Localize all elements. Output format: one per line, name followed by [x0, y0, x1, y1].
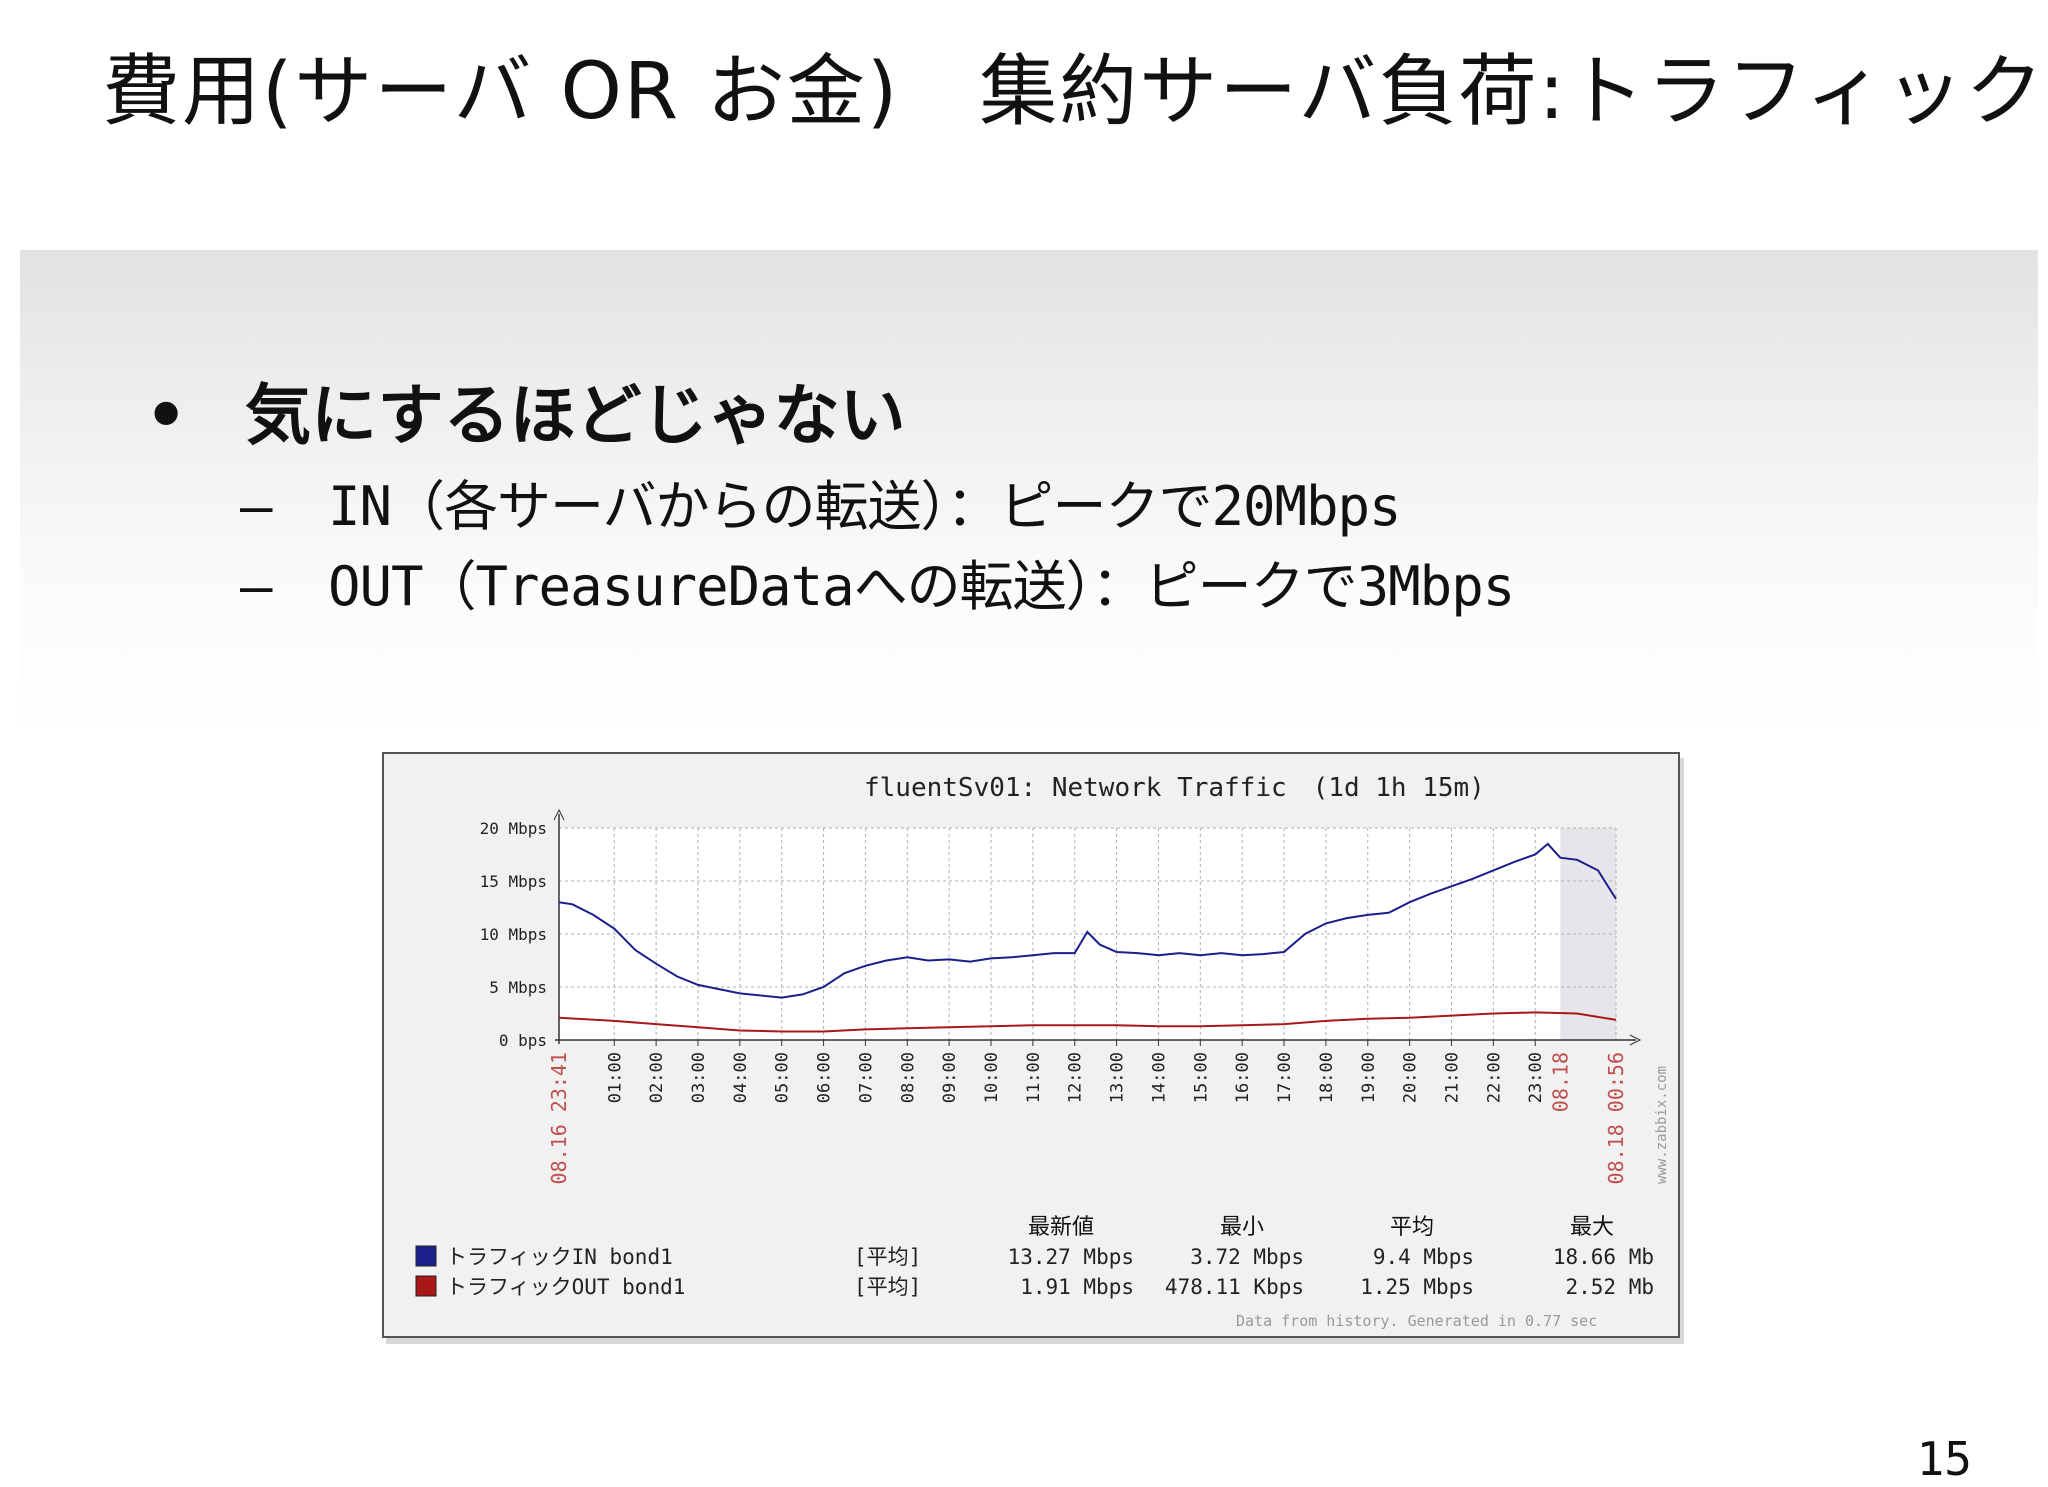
legend-label: トラフィックOUT bond1: [446, 1275, 685, 1299]
sub-item-text: OUT（TreasureDataへの転送）：ピークで3Mbps: [328, 555, 1515, 618]
x-tick-label: 16:00: [1233, 1052, 1253, 1103]
x-tick-label: 10:00: [982, 1052, 1002, 1103]
legend-value: 2.52 Mb: [1565, 1275, 1654, 1299]
x-axis-arrow: [1629, 1034, 1642, 1046]
x-tick-label: 12:00: [1066, 1052, 1086, 1103]
legend-stat: [平均]: [854, 1245, 921, 1269]
x-tick-label: 04:00: [731, 1052, 751, 1103]
y-tick-label: 10 Mbps: [480, 925, 547, 944]
legend-header: 平均: [1390, 1215, 1434, 1240]
legend-value: 478.11 Kbps: [1165, 1275, 1304, 1299]
sub-item-text: IN（各サーバからの転送）：ピークで20Mbps: [328, 475, 1402, 538]
sub-item-out: – OUT（TreasureDataへの転送）：ピークで3Mbps: [240, 542, 1515, 621]
x-tick-label: 14:00: [1149, 1052, 1169, 1103]
bullet-item: • 気にするほどじゃない: [145, 362, 906, 458]
x-tick-label: 18:00: [1317, 1052, 1337, 1103]
legend-label: トラフィックIN bond1: [446, 1245, 673, 1269]
x-tick-label: 08:00: [898, 1052, 918, 1103]
x-tick-label: 19:00: [1359, 1052, 1379, 1103]
legend-value: 9.4 Mbps: [1373, 1245, 1474, 1269]
legend-stat: [平均]: [854, 1275, 921, 1299]
x-tick-label: 11:00: [1024, 1052, 1044, 1103]
y-tick-label: 15 Mbps: [480, 872, 547, 891]
legend-value: 3.72 Mbps: [1190, 1245, 1304, 1269]
x-tick-label: 17:00: [1275, 1052, 1295, 1103]
legend-header: 最新値: [1028, 1215, 1094, 1240]
x-tick-label: 02:00: [647, 1052, 667, 1103]
sub-dash: –: [240, 555, 273, 618]
chart-svg: fluentSv01: Network Traffic (1d 1h 15m) …: [415, 773, 1670, 1330]
x-mid-date-label: 08.18: [1548, 1052, 1572, 1112]
y-tick-label: 0 bps: [499, 1031, 547, 1050]
series-line-out: [558, 1011, 1617, 1033]
x-tick-label: 07:00: [856, 1052, 876, 1103]
legend-swatch-in: [415, 1245, 437, 1267]
x-tick-label: 13:00: [1108, 1052, 1128, 1103]
legend-value: 13.27 Mbps: [1008, 1245, 1134, 1269]
legend-header: 最小: [1220, 1215, 1264, 1240]
chart-footer: Data from history. Generated in 0.77 sec: [1236, 1312, 1597, 1330]
legend-value: 1.91 Mbps: [1020, 1275, 1134, 1299]
x-tick-label: 15:00: [1191, 1052, 1211, 1103]
sub-dash: –: [240, 475, 273, 538]
zabbix-watermark: www.zabbix.com: [1654, 1066, 1670, 1184]
y-tick-label: 5 Mbps: [489, 978, 547, 997]
legend-value: 1.25 Mbps: [1360, 1275, 1474, 1299]
x-tick-label: 22:00: [1484, 1052, 1504, 1103]
series-line-in: [558, 842, 1617, 999]
x-tick-label: 21:00: [1442, 1052, 1462, 1103]
y-axis-arrow: [553, 808, 565, 821]
slide-title: 費用(サーバ OR お金) 集約サーバ負荷:トラフィック: [102, 47, 2046, 137]
legend-swatch-out: [415, 1275, 437, 1297]
y-tick-label: 20 Mbps: [480, 819, 547, 838]
legend-value: 18.66 Mb: [1553, 1245, 1654, 1269]
x-tick-label: 05:00: [773, 1052, 793, 1103]
legend-header: 最大: [1570, 1215, 1614, 1240]
x-start-label: 08.16 23:41: [547, 1052, 571, 1184]
x-tick-label: 20:00: [1401, 1052, 1421, 1103]
x-tick-label: 23:00: [1526, 1052, 1546, 1103]
bullet-text: 気にするほどじゃない: [245, 377, 906, 454]
x-tick-label: 06:00: [815, 1052, 835, 1103]
x-tick-label: 09:00: [940, 1052, 960, 1103]
page-number: 15: [1916, 1432, 1972, 1486]
chart-title: fluentSv01: Network Traffic (1d 1h 15m): [864, 773, 1485, 803]
x-tick-label: 03:00: [689, 1052, 709, 1103]
sub-item-in: – IN（各サーバからの転送）：ピークで20Mbps: [240, 462, 1402, 541]
bullet-marker: •: [145, 377, 188, 454]
x-end-label: 08.18 00:56: [1604, 1052, 1628, 1184]
content-band: [20, 250, 2038, 740]
x-tick-label: 01:00: [605, 1052, 625, 1103]
network-traffic-graph: fluentSv01: Network Traffic (1d 1h 15m) …: [382, 752, 1680, 1338]
